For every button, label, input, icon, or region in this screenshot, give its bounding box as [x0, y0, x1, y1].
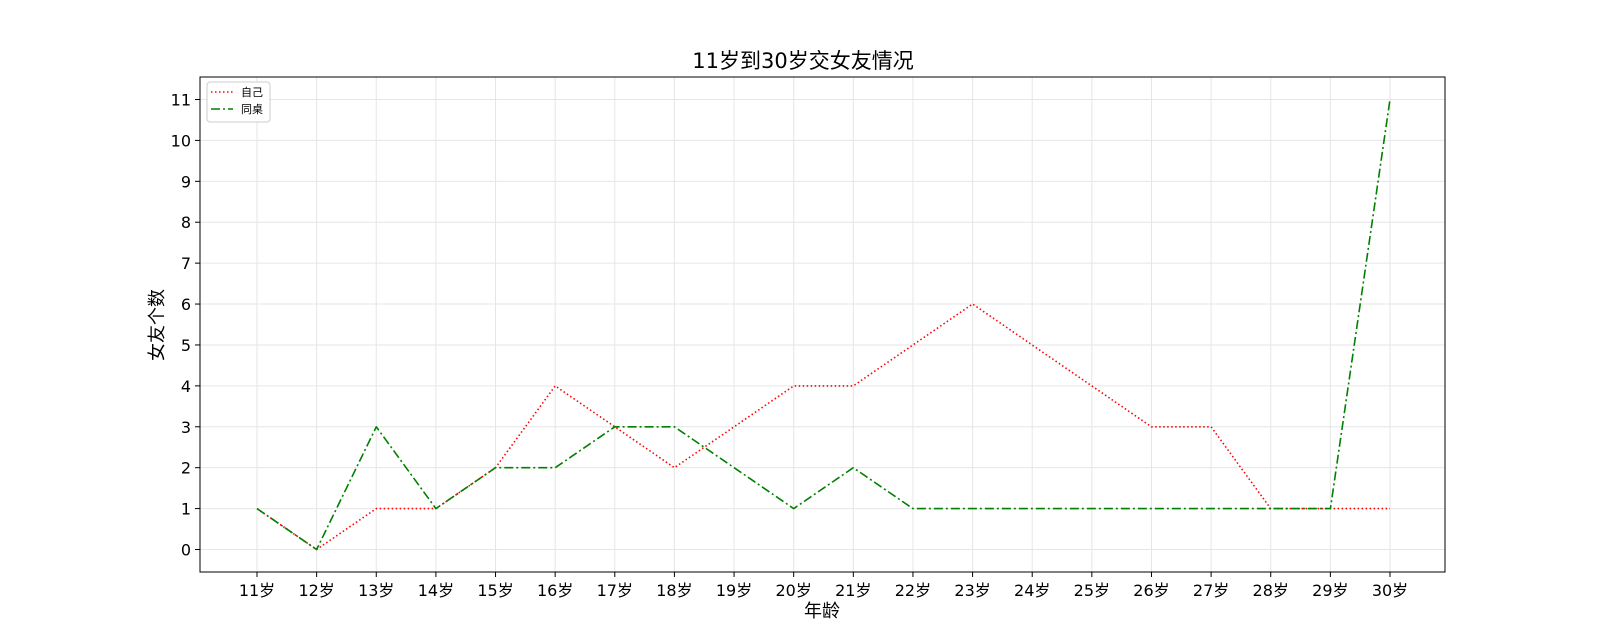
x-tick-label: 30岁 [1372, 581, 1408, 600]
y-tick-label: 9 [181, 172, 191, 191]
series-line-self [256, 303, 1390, 551]
series-line-deskmate [256, 99, 1391, 551]
y-tick-label: 2 [181, 459, 191, 478]
x-tick-label: 18岁 [656, 581, 692, 600]
x-tick-label: 29岁 [1312, 581, 1348, 600]
x-tick-label: 11岁 [239, 581, 275, 600]
x-tick-label: 25岁 [1074, 581, 1110, 600]
y-tick-label: 10 [171, 131, 191, 150]
y-tick-label: 0 [181, 541, 191, 560]
grid [200, 77, 1445, 572]
y-tick-label: 4 [181, 377, 191, 396]
x-tick-label: 16岁 [537, 581, 573, 600]
x-tick-label: 17岁 [597, 581, 633, 600]
y-tick-label: 3 [181, 418, 191, 437]
x-axis-ticks: 11岁 12岁 13岁 14岁 15岁 16岁 17岁 18岁 19岁 20岁 21岁 22岁 23岁 2… [239, 572, 1408, 600]
series-lines [256, 99, 1391, 551]
y-tick-label: 5 [181, 336, 191, 355]
x-tick-label: 19岁 [716, 581, 752, 600]
x-tick-label: 27岁 [1193, 581, 1229, 600]
legend-box [206, 81, 271, 123]
y-tick-label: 7 [181, 254, 191, 273]
x-tick-label: 22岁 [895, 581, 931, 600]
chart-title: 11岁到30岁交女友情况 [692, 49, 913, 73]
x-tick-label: 13岁 [358, 581, 394, 600]
x-tick-label: 20岁 [775, 581, 811, 600]
y-tick-label: 6 [181, 295, 191, 314]
x-tick-label: 24岁 [1014, 581, 1050, 600]
x-tick-label: 15岁 [477, 581, 513, 600]
y-tick-label: 11 [171, 91, 191, 110]
x-tick-label: 14岁 [418, 581, 454, 600]
x-tick-label: 28岁 [1253, 581, 1289, 600]
y-axis-label: 女友个数 [147, 289, 168, 361]
y-tick-label: 8 [181, 213, 191, 232]
y-tick-label: 1 [181, 500, 191, 519]
legend: 自己 同桌 [206, 81, 271, 123]
y-axis-ticks: 0 1 2 3 4 5 6 7 8 9 10 11 [171, 91, 200, 560]
x-tick-label: 12岁 [298, 581, 334, 600]
x-tick-label: 26岁 [1133, 581, 1169, 600]
legend-label-self: 自己 [241, 86, 263, 99]
x-tick-label: 21岁 [835, 581, 871, 600]
x-tick-label: 23岁 [954, 581, 990, 600]
legend-label-deskmate: 同桌 [241, 103, 263, 116]
plot-frame [199, 76, 1446, 573]
x-axis-label: 年龄 [804, 601, 840, 622]
